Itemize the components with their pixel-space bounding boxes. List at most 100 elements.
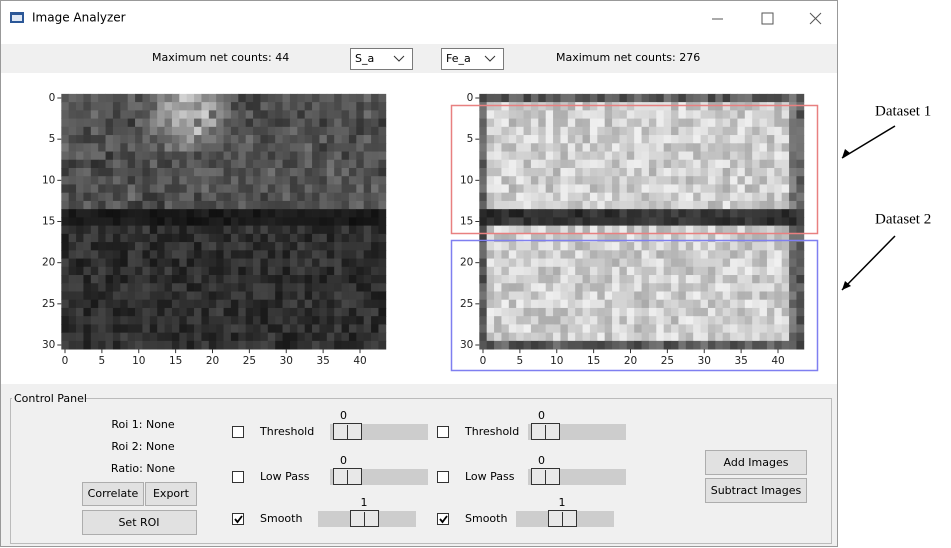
heatmap-cell [371,168,379,177]
heatmap-cell [708,127,716,136]
heatmap-cell [268,209,276,218]
heatmap-cell [69,152,77,161]
heatmap-cell [165,316,173,325]
heatmap-cell [327,283,335,292]
checkbox[interactable] [438,427,449,438]
heatmap [61,94,386,350]
heatmap-cell [796,217,804,226]
heatmap-cell [789,217,797,226]
heatmap-cell [378,333,386,342]
heatmap-cell [260,143,268,152]
heatmap-cell [246,242,254,251]
heatmap-cell [524,201,532,210]
heatmap-cell [378,119,386,128]
heatmap-cell [106,217,114,226]
heatmap-cell [113,242,121,251]
heatmap-cell [737,324,745,333]
heatmap-cell [752,135,760,144]
heatmap-cell [172,110,180,119]
app-icon-inner [12,15,22,21]
heatmap-cell [590,176,598,185]
heatmap-cell [715,209,723,218]
heatmap-cell [605,152,613,161]
heatmap-cell [224,176,232,185]
heatmap-cell [297,250,305,259]
heatmap-cell [642,110,650,119]
heatmap-cell [597,333,605,342]
heatmap-cell [371,184,379,193]
heatmap-cell [216,176,224,185]
checkbox[interactable] [438,514,449,525]
heatmap-cell [664,160,672,169]
heatmap-cell [605,127,613,136]
heatmap-cell [619,201,627,210]
heatmap-cell [649,283,657,292]
heatmap-cell [76,119,84,128]
heatmap-cell [297,283,305,292]
checkbox[interactable] [233,472,244,483]
heatmap-cell [634,333,642,342]
heatmap-cell [98,341,106,350]
heatmap-cell [98,291,106,300]
heatmap-cell [678,333,686,342]
heatmap-cell [487,152,495,161]
heatmap-cell [91,209,99,218]
checkbox[interactable] [233,427,244,438]
heatmap-cell [531,324,539,333]
heatmap-cell [268,143,276,152]
heatmap-cell [708,324,716,333]
heatmap-cell [597,250,605,259]
heatmap-cell [509,152,517,161]
heatmap-cell [356,250,364,259]
heatmap-cell [664,184,672,193]
heatmap-cell [224,160,232,169]
heatmap-cell [612,110,620,119]
heatmap-cell [113,267,121,276]
heatmap-cell [194,324,202,333]
heatmap-cell [106,283,114,292]
heatmap-cell [83,119,91,128]
heatmap-cell [664,267,672,276]
heatmap-cell [187,291,195,300]
heatmap-cell [686,160,694,169]
heatmap-cell [135,160,143,169]
heatmap-cell [605,300,613,309]
heatmap-cell [327,250,335,259]
checkbox[interactable] [438,472,449,483]
heatmap-cell [253,102,261,111]
heatmap-cell [305,275,313,284]
heatmap-cell [260,275,268,284]
heatmap-cell [524,308,532,317]
heatmap-cell [305,324,313,333]
heatmap-cell [113,110,121,119]
heatmap-cell [275,160,283,169]
heatmap-cell [378,127,386,136]
heatmap-cell [224,135,232,144]
heatmap-cell [283,316,291,325]
heatmap-cell [231,160,239,169]
heatmap-cell [509,217,517,226]
annotation-dataset-1: Dataset 1 [875,103,931,119]
heatmap-cell [83,341,91,350]
heatmap-cell [767,217,775,226]
heatmap-cell [334,160,342,169]
left-select-value: S_a [355,52,374,65]
heatmap-cell [686,341,694,350]
heatmap-cell [619,333,627,342]
heatmap-cell [575,300,583,309]
heatmap-cell [305,184,313,193]
heatmap-cell [209,316,217,325]
checkbox[interactable] [233,514,244,525]
heatmap-cell [538,283,546,292]
heatmap-cell [546,300,554,309]
heatmap-cell [516,217,524,226]
heatmap-cell [253,291,261,300]
heatmap-cell [283,94,291,103]
heatmap-cell [342,94,350,103]
heatmap-cell [194,234,202,243]
heatmap-cell [312,226,320,235]
heatmap-cell [334,333,342,342]
heatmap-cell [290,135,298,144]
heatmap-cell [157,291,165,300]
add-images-label: Add Images [724,456,789,469]
